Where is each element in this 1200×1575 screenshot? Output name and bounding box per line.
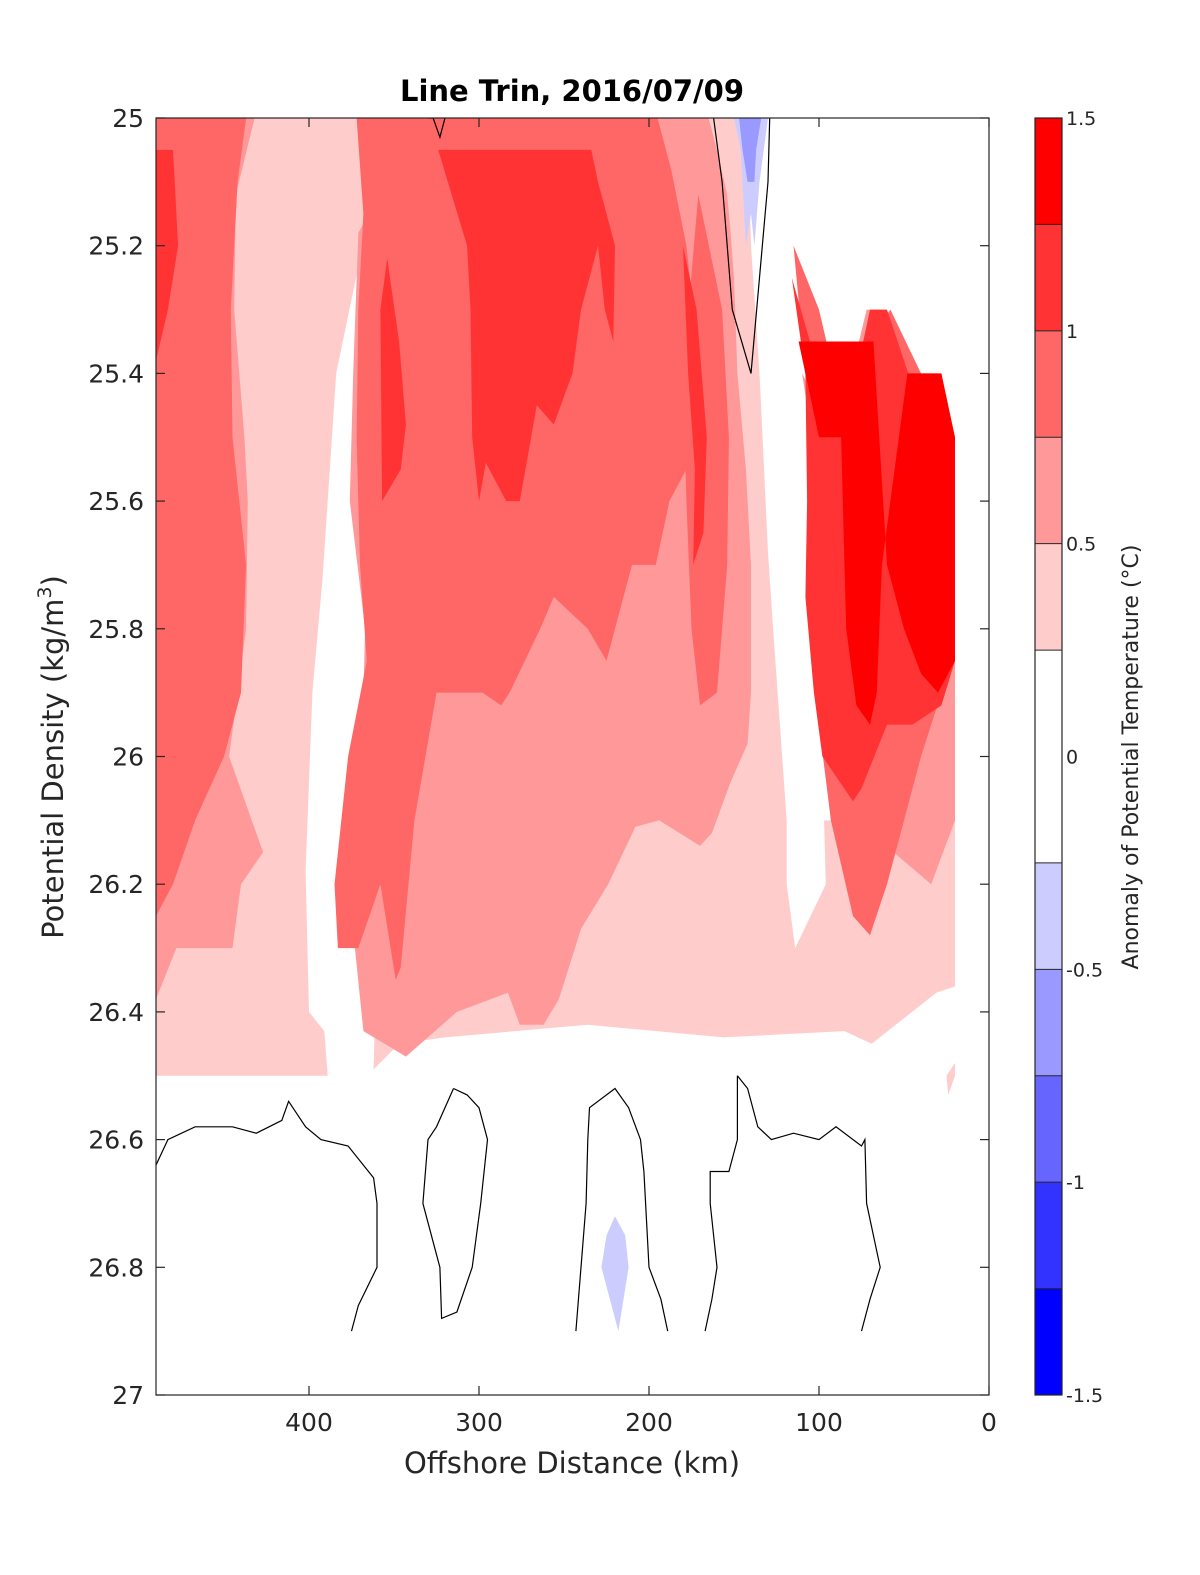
x-tick-label-4: 0 (981, 1408, 997, 1437)
contour-region-2 (946, 1063, 955, 1095)
colorbar-block-7 (1035, 437, 1062, 544)
colorbar-tick-label-6: -1.5 (1066, 1385, 1103, 1407)
x-tick-label-1: 300 (455, 1408, 503, 1437)
colorbar-block-3 (1035, 969, 1062, 1076)
chart-title: Line Trin, 2016/07/09 (400, 74, 744, 108)
colorbar-block-6 (1035, 543, 1062, 651)
zero-contour-line-0 (156, 1099, 378, 1332)
colorbar-ticks: 1.5 1 0.5 0 -0.5 -1 -1.5 (1066, 108, 1103, 1407)
y-axis-title: Potential Density (kg/m3) (34, 575, 70, 939)
colorbar-title: Anomaly of Potential Temperature (°C) (1119, 545, 1144, 970)
colorbar-block-2 (1035, 1075, 1062, 1183)
plot-area: 400 300 200 100 0 25 25.2 25.4 25.6 25.8 26 26.2 26… (88, 104, 997, 1437)
colorbar-block-4 (1035, 862, 1062, 970)
y-axis-title-superscript: 3 (34, 586, 56, 598)
contour-region-18 (601, 1216, 629, 1332)
zero-contour-line-1 (422, 1087, 489, 1320)
contour-region-17 (739, 118, 762, 182)
colorbar-block-10 (1035, 118, 1062, 225)
y-tick-label-0: 25 (112, 104, 144, 133)
zero-contour-line-3 (736, 1075, 881, 1332)
contour-region-15 (798, 341, 955, 725)
x-axis-title: Offshore Distance (km) (404, 1446, 740, 1480)
colorbar-tick-label-1: 1 (1066, 321, 1078, 343)
colorbar-blocks (1035, 118, 1062, 1395)
x-tick-label-0: 400 (285, 1408, 333, 1437)
colorbar-block-5 (1035, 650, 1062, 863)
contour-region-13 (683, 245, 707, 565)
colorbar-block-0 (1035, 1288, 1062, 1395)
zero-contour-line-2 (575, 1087, 669, 1332)
zero-contour-line-6 (428, 118, 446, 140)
zero-contour-lines (156, 118, 881, 1332)
y-tick-label-3: 25.6 (88, 487, 144, 516)
y-tick-label-8: 26.6 (88, 1126, 144, 1155)
y-tick-label-4: 25.8 (88, 615, 144, 644)
colorbar-tick-label-5: -1 (1066, 1172, 1085, 1194)
zero-contour-line-4 (704, 1075, 739, 1332)
contour-region-12 (438, 149, 615, 502)
y-tick-label-7: 26.4 (88, 998, 144, 1027)
colorbar: 1.5 1 0.5 0 -0.5 -1 -1.5 (1034, 108, 1103, 1407)
filled-contour-regions (156, 118, 956, 1332)
x-axis-ticks: 400 300 200 100 0 (285, 118, 997, 1437)
colorbar-block-8 (1035, 330, 1062, 438)
colorbar-block-1 (1035, 1182, 1062, 1289)
colorbar-tick-label-4: -0.5 (1066, 959, 1103, 981)
y-tick-label-10: 27 (112, 1381, 144, 1410)
y-tick-label-6: 26.2 (88, 870, 144, 899)
x-tick-label-3: 100 (795, 1408, 843, 1437)
colorbar-frame (1034, 117, 1063, 1396)
y-tick-label-5: 26 (112, 743, 144, 772)
colorbar-tick-label-0: 1.5 (1066, 108, 1096, 130)
x-tick-label-2: 200 (625, 1408, 673, 1437)
colorbar-tick-label-2: 0.5 (1066, 534, 1096, 556)
colorbar-block-9 (1035, 224, 1062, 331)
contour-region-6 (156, 118, 247, 917)
zero-contour-line-5 (713, 118, 771, 374)
contour-region-7 (302, 118, 694, 980)
y-tick-label-1: 25.2 (88, 232, 144, 261)
contour-region-10 (156, 149, 179, 361)
y-axis-title-suffix: ) (36, 575, 70, 586)
colorbar-tick-label-3: 0 (1066, 747, 1078, 769)
contour-region-11 (380, 258, 406, 502)
y-axis-title-main: Potential Density (kg/m (36, 599, 70, 939)
y-tick-label-2: 25.4 (88, 359, 144, 388)
y-tick-label-9: 26.8 (88, 1253, 144, 1282)
y-axis-ticks: 25 25.2 25.4 25.6 25.8 26 26.2 26.4 26.6 26.8 27 (88, 104, 989, 1410)
